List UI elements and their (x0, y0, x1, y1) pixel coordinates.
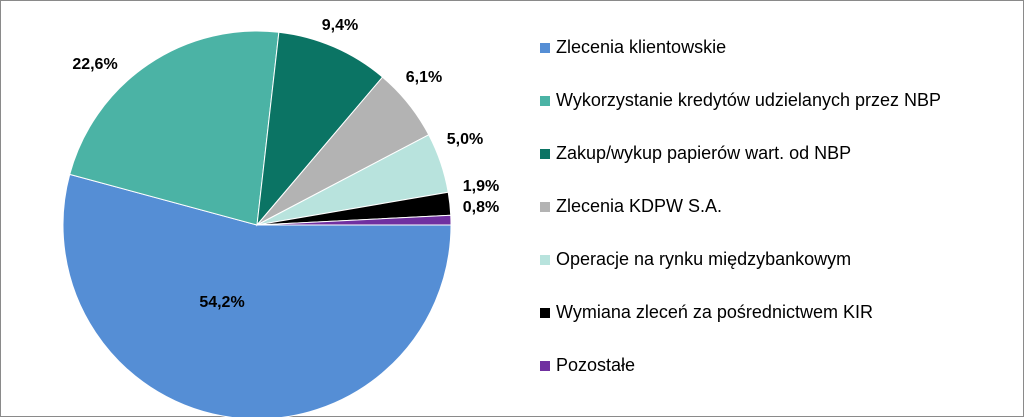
legend-swatch (540, 361, 550, 371)
pie-slice-3 (256, 31, 384, 227)
pie-value-label-3: 9,4% (322, 17, 358, 34)
legend-item: Zlecenia klientowskie (540, 37, 726, 57)
legend-label: Zlecenia klientowskie (556, 37, 726, 57)
legend-item: Wykorzystanie kredytów udzielanych przez… (540, 90, 941, 110)
pie-value-labels: 54,2% 22,6% 9,4% 6,1% 5,0% 1,9% 0,8% (72, 17, 499, 311)
legend: Zlecenia klientowskie Wykorzystanie kredy… (540, 37, 941, 375)
legend-label: Wymiana zleceń za pośrednictwem KIR (556, 302, 873, 322)
legend-swatch (540, 255, 550, 265)
pie-value-label-6: 1,9% (463, 178, 499, 195)
legend-item: Operacje na rynku międzybankowym (540, 249, 851, 269)
legend-swatch (540, 202, 550, 212)
legend-label: Zakup/wykup papierów wart. od NBP (556, 143, 851, 163)
legend-swatch (540, 149, 550, 159)
pie-slice-2 (69, 30, 280, 226)
pie-value-label-2: 22,6% (72, 56, 117, 73)
legend-label: Zlecenia KDPW S.A. (556, 196, 722, 216)
pie-value-label-5: 5,0% (447, 131, 483, 148)
legend-label: Wykorzystanie kredytów udzielanych przez… (556, 90, 941, 110)
legend-label: Pozostałe (556, 355, 635, 375)
legend-item: Zakup/wykup papierów wart. od NBP (540, 143, 851, 163)
legend-swatch (540, 96, 550, 106)
legend-swatch (540, 308, 550, 318)
pie-slices (62, 30, 452, 417)
pie-slice-1 (62, 173, 452, 417)
legend-swatch (540, 43, 550, 53)
legend-label: Operacje na rynku międzybankowym (556, 249, 851, 269)
pie-slice-7 (256, 214, 452, 226)
legend-item: Wymiana zleceń za pośrednictwem KIR (540, 302, 873, 322)
legend-item: Zlecenia KDPW S.A. (540, 196, 722, 216)
pie-value-label-4: 6,1% (406, 69, 442, 86)
legend-item: Pozostałe (540, 355, 635, 375)
pie-value-label-1: 54,2% (199, 294, 244, 311)
pie-value-label-7: 0,8% (463, 199, 499, 216)
